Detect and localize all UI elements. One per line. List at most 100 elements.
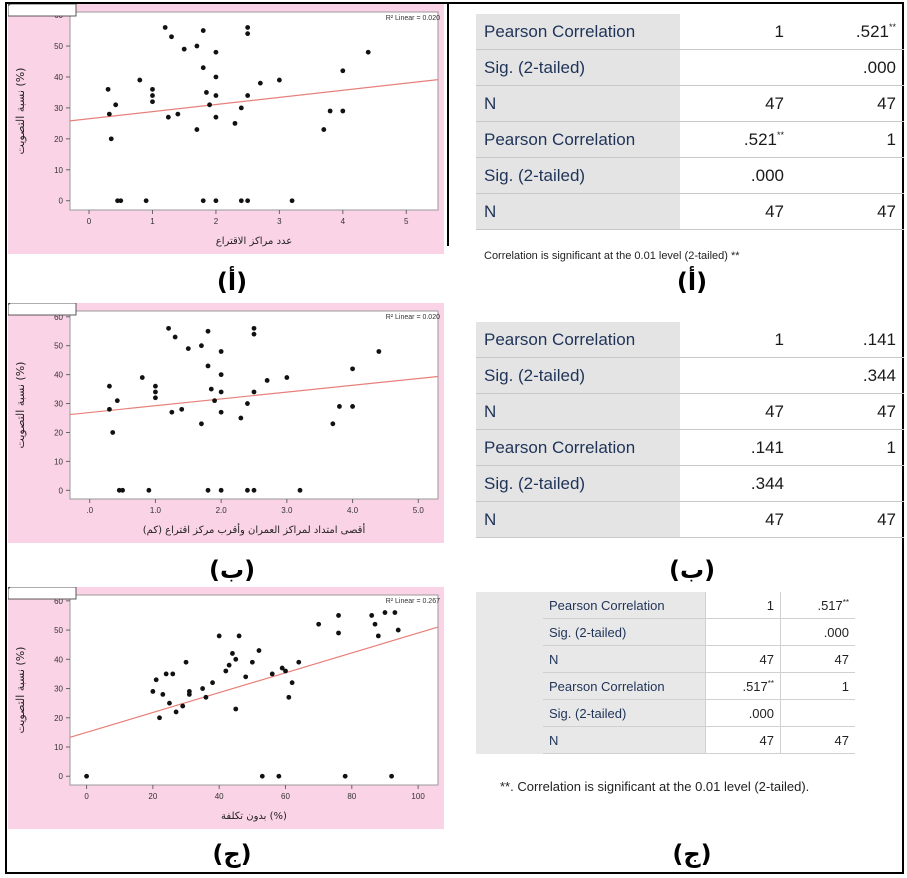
cell-value: 1 [706, 592, 781, 619]
data-point [260, 774, 265, 779]
caption-a-right: (أ) [632, 268, 752, 296]
cell-value: 47 [781, 646, 856, 673]
cell-value [792, 158, 904, 194]
y-tick-label: 30 [54, 400, 63, 409]
y-tick-label: 40 [54, 73, 63, 82]
cell-value [706, 619, 781, 646]
data-point [175, 112, 180, 117]
data-point [169, 410, 174, 415]
cell-value: .344 [680, 466, 792, 502]
cell-value: .517** [781, 592, 856, 619]
caption-a-left: (أ) [172, 268, 292, 296]
scatter-chart-c-svg: 0102030405060020406080100y=15.61+0.33*xR… [8, 587, 444, 829]
data-point [296, 660, 301, 665]
data-point [110, 430, 115, 435]
table-row: N 47 47 [476, 646, 855, 673]
data-point [328, 109, 333, 114]
data-point [154, 677, 159, 682]
data-point [214, 93, 219, 98]
x-axis-label: أقصى امتداد لمراكز العمران وأقرب مركز اق… [143, 523, 366, 536]
cell-value: .141 [680, 430, 792, 466]
data-point [245, 401, 250, 406]
y-tick-label: 0 [59, 772, 64, 781]
data-point [170, 672, 175, 677]
plot-area [70, 311, 438, 499]
caption-b-right: (ب) [632, 556, 752, 584]
data-point [184, 660, 189, 665]
row-label: N [543, 727, 706, 754]
y-tick-label: 30 [54, 104, 63, 113]
data-point [207, 102, 212, 107]
row-label: Sig. (2-tailed) [476, 158, 680, 194]
cell-value: .000 [680, 158, 792, 194]
cell-value: 47 [680, 502, 792, 538]
cell-value: .517** [706, 673, 781, 700]
data-point [118, 198, 123, 203]
data-point [383, 610, 388, 615]
data-point [219, 410, 224, 415]
row-label: Pearson Correlation [476, 322, 680, 358]
row-label: Pearson Correlation [543, 673, 706, 700]
equation-label: y=26.89+2.35*x [8, 303, 64, 305]
row-label: N [476, 194, 680, 230]
data-point [186, 346, 191, 351]
x-tick-label: 20 [148, 792, 157, 801]
data-point [107, 384, 112, 389]
data-point [350, 404, 355, 409]
data-point [150, 689, 155, 694]
data-point [298, 488, 303, 493]
y-tick-label: 10 [54, 743, 63, 752]
data-point [336, 631, 341, 636]
data-point [245, 31, 250, 36]
data-point [146, 488, 151, 493]
data-point [376, 349, 381, 354]
table-row: Pearson Correlation .517** 1 [476, 673, 855, 700]
data-point [206, 364, 211, 369]
data-point [107, 407, 112, 412]
data-point [204, 90, 209, 95]
row-label: N [543, 646, 706, 673]
row-label: Sig. (2-tailed) [543, 700, 706, 727]
data-point [107, 112, 112, 117]
data-point [243, 674, 248, 679]
data-point [150, 87, 155, 92]
x-axis-label: عدد مراكز الاقتراع [216, 236, 293, 247]
y-axis-label: نسبة التصويت (%) [14, 68, 27, 155]
row-label: Sig. (2-tailed) [543, 619, 706, 646]
data-point [258, 81, 263, 86]
data-point [120, 488, 125, 493]
data-point [214, 75, 219, 80]
table-row: N 47 47 [476, 502, 904, 538]
cell-value: 47 [680, 194, 792, 230]
scatter-plot-c: 0102030405060020406080100y=15.61+0.33*xR… [8, 587, 388, 857]
data-point [366, 50, 371, 55]
data-point [233, 707, 238, 712]
data-point [194, 44, 199, 49]
x-tick-label: 5.0 [413, 506, 425, 515]
data-point [252, 390, 257, 395]
cell-value: .141 [792, 322, 904, 358]
data-point [252, 488, 257, 493]
table-row: Sig. (2-tailed) .344 [476, 358, 904, 394]
data-point [321, 127, 326, 132]
data-point [245, 93, 250, 98]
row-label: Sig. (2-tailed) [476, 358, 680, 394]
data-point [206, 329, 211, 334]
data-point [337, 404, 342, 409]
cell-value: .000 [706, 700, 781, 727]
row-label: Pearson Correlation [543, 592, 706, 619]
x-tick-label: 40 [215, 792, 224, 801]
data-point [230, 651, 235, 656]
data-point [239, 106, 244, 111]
data-point [182, 47, 187, 52]
data-point [212, 398, 217, 403]
data-point [167, 701, 172, 706]
cell-value [680, 50, 792, 86]
data-point [113, 102, 118, 107]
data-point [340, 68, 345, 73]
data-point [237, 634, 242, 639]
x-tick-label: 0 [84, 792, 89, 801]
cell-value: 47 [792, 86, 904, 122]
data-point [201, 198, 206, 203]
x-tick-label: .0 [86, 506, 93, 515]
